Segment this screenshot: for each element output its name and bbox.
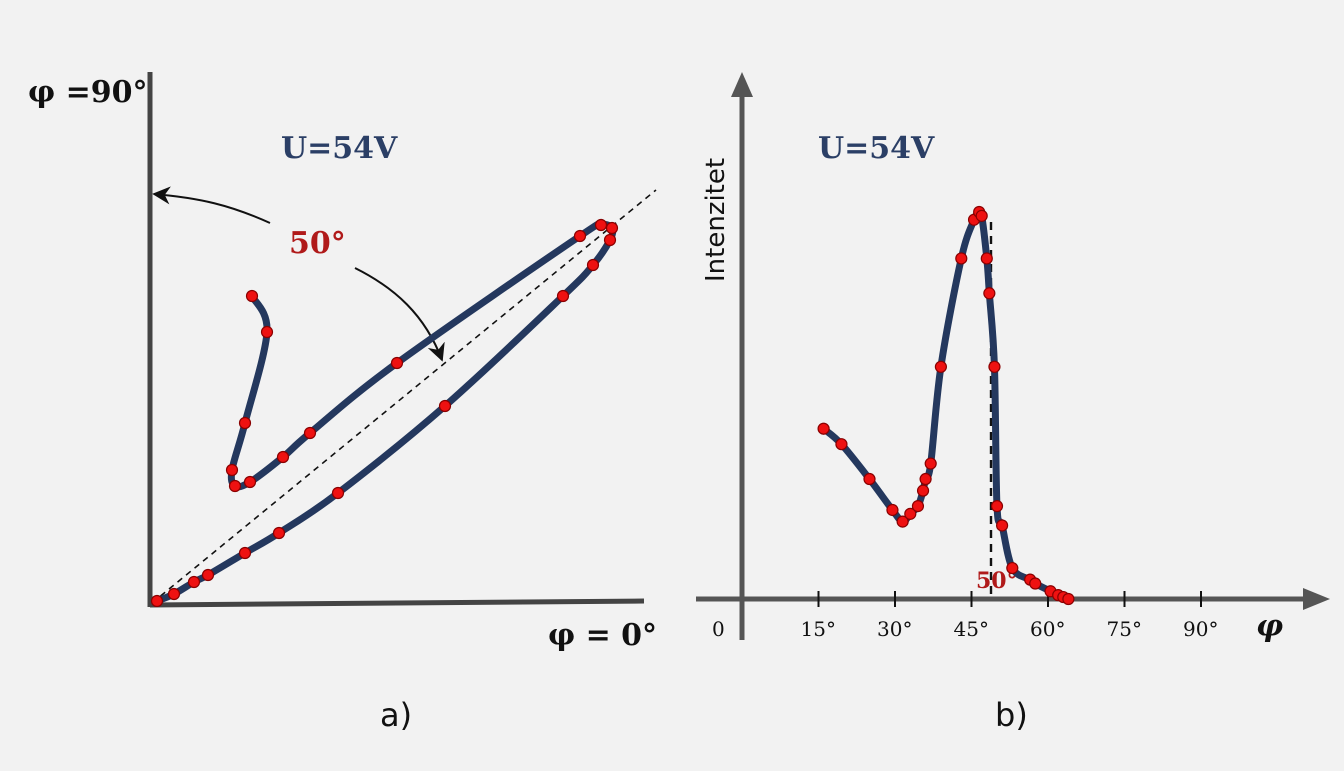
panel-b-point-6 bbox=[911, 500, 925, 513]
panel-a-point-8 bbox=[390, 356, 404, 370]
panel-a-voltage-label: U=54V bbox=[281, 131, 398, 166]
panel-b-point-14 bbox=[975, 209, 988, 222]
panel-b-ticks: 0 15° 30° 45° 60° 75° 90° bbox=[712, 591, 1218, 641]
panel-b: 0 15° 30° 45° 60° 75° 90° Intenzitet φ U=54V 5… bbox=[696, 72, 1330, 734]
panel-a: φ =90° φ = 0° U=54V 50° a) bbox=[28, 72, 657, 734]
panel-b-point-9 bbox=[924, 457, 937, 470]
panel-b-point-8 bbox=[919, 472, 932, 486]
panel-b-voltage-label: U=54V bbox=[818, 131, 935, 166]
panel-a-point-21 bbox=[167, 587, 181, 601]
panel-b-points bbox=[817, 205, 1075, 606]
panel-b-point-19 bbox=[995, 519, 1009, 532]
panel-a-point-6 bbox=[276, 450, 290, 464]
panel-b-point-11 bbox=[955, 252, 968, 265]
panel-a-top-label: φ =90° bbox=[28, 75, 147, 110]
panel-b-point-17 bbox=[988, 360, 1001, 373]
panel-a-point-1 bbox=[260, 325, 274, 339]
panel-a-point-3 bbox=[225, 463, 239, 477]
panel-b-point-7 bbox=[916, 484, 930, 497]
panel-b-point-22 bbox=[1029, 577, 1042, 590]
panel-a-point-0 bbox=[245, 289, 259, 303]
panel-b-tick-label-5: 75° bbox=[1107, 617, 1142, 641]
panel-b-tick-label-3: 45° bbox=[954, 617, 989, 641]
panel-a-point-2 bbox=[238, 416, 252, 430]
panel-b-point-10 bbox=[934, 360, 948, 373]
panel-b-point-16 bbox=[983, 287, 996, 300]
panel-b-tick-label-6: 90° bbox=[1183, 617, 1218, 641]
panel-a-point-7 bbox=[303, 426, 317, 440]
panel-b-point-5 bbox=[904, 507, 917, 520]
panel-a-arrow-to-axis bbox=[152, 186, 271, 224]
panel-b-point-0 bbox=[817, 422, 830, 435]
panel-a-x-axis bbox=[149, 598, 645, 608]
panel-b-tick-label-4: 60° bbox=[1030, 617, 1065, 641]
panel-a-point-9 bbox=[573, 229, 587, 243]
panel-b-y-label: Intenzitet bbox=[701, 158, 731, 282]
panel-b-point-15 bbox=[980, 252, 993, 265]
panel-b-point-2 bbox=[863, 472, 876, 486]
panel-a-point-11 bbox=[605, 221, 619, 235]
panel-a-point-19 bbox=[201, 568, 215, 582]
panel-b-x-axis-arrowhead bbox=[1303, 588, 1330, 610]
panel-b-y-axis-arrowhead bbox=[731, 72, 753, 97]
panel-a-point-22 bbox=[150, 594, 164, 608]
panel-a-caption: a) bbox=[380, 696, 412, 734]
panel-a-point-4 bbox=[228, 479, 242, 493]
panel-b-point-1 bbox=[835, 438, 848, 451]
panel-a-point-13 bbox=[586, 258, 600, 272]
panel-b-tick-label-1: 15° bbox=[801, 617, 836, 641]
panel-a-point-16 bbox=[331, 486, 345, 500]
panel-b-point-18 bbox=[990, 500, 1004, 513]
panel-a-point-15 bbox=[438, 399, 452, 413]
panel-a-diagonal bbox=[151, 189, 657, 604]
panel-a-point-14 bbox=[556, 289, 570, 303]
panel-b-caption: b) bbox=[995, 696, 1028, 734]
panel-a-point-20 bbox=[187, 575, 201, 589]
panel-a-bottom-label: φ = 0° bbox=[548, 618, 657, 653]
panel-b-x-label: φ bbox=[1256, 609, 1283, 644]
panel-a-point-5 bbox=[243, 475, 257, 489]
panel-b-tick-label-2: 30° bbox=[877, 617, 912, 641]
panel-a-point-12 bbox=[603, 233, 617, 247]
panel-b-point-26 bbox=[1062, 592, 1075, 606]
panel-a-point-10 bbox=[594, 218, 608, 232]
panel-a-peak-angle-label: 50° bbox=[289, 226, 346, 261]
panel-b-point-20 bbox=[1006, 561, 1019, 575]
panel-b-point-3 bbox=[886, 503, 899, 517]
panel-a-point-18 bbox=[238, 546, 252, 560]
panel-a-points bbox=[150, 218, 619, 608]
panel-b-point-4 bbox=[896, 515, 909, 528]
panel-a-arrow-to-diagonal bbox=[354, 267, 445, 362]
panel-b-tick-label-0: 0 bbox=[712, 617, 725, 641]
panel-b-series-line bbox=[820, 207, 1072, 603]
panel-a-point-17 bbox=[272, 526, 286, 540]
